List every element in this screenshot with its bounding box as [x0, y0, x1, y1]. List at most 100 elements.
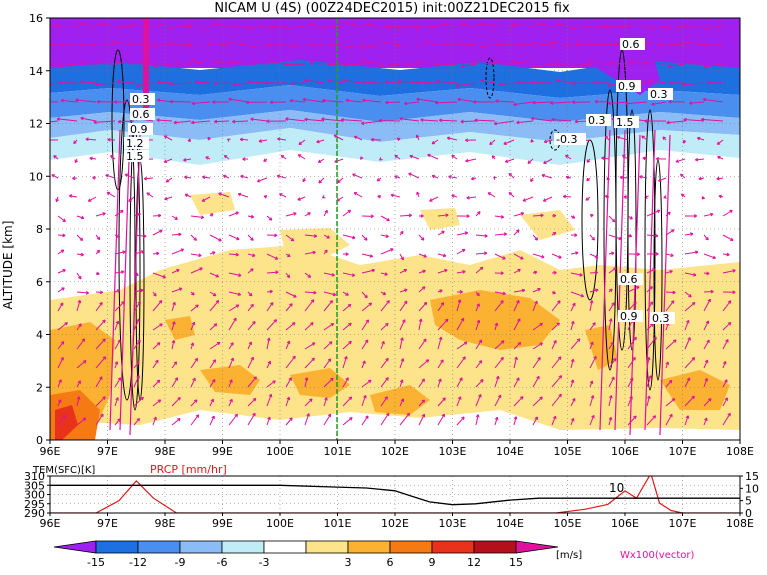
contour-labels: 0.30.60.91.21.5-0.30.30.60.91.50.30.60.9… — [124, 38, 675, 325]
tem-tick-label: 290 — [24, 507, 45, 520]
precip-line — [50, 476, 740, 513]
y-axis: 0 2 4 6 8 10 12 14 16 — [29, 12, 50, 447]
surface-x-tick-label: 107E — [669, 517, 697, 530]
x-tick-label: 103E — [439, 445, 467, 458]
colorbar-segment — [221, 540, 265, 554]
contour-label: 0.6 — [622, 38, 640, 51]
tem-tick-label: 305 — [24, 479, 45, 492]
contour-label: 0.6 — [132, 108, 150, 121]
contour-label: 0.9 — [618, 80, 636, 93]
colorbar-segment — [263, 540, 307, 554]
contour-label: 0.9 — [620, 310, 638, 323]
contour-label: 1.2 — [126, 137, 144, 150]
y-tick-label: 12 — [29, 118, 43, 131]
band-plus6 — [430, 290, 560, 350]
x-tick-label: 105E — [554, 445, 582, 458]
colorbar-label: 12 — [467, 556, 481, 569]
colorbar-segment — [53, 540, 97, 554]
surface-x-tick-label: 96E — [40, 517, 61, 530]
surface-x-tick-label: 100E — [266, 517, 294, 530]
colorbar-label: -12 — [129, 556, 147, 569]
x-tick-label: 96E — [40, 445, 61, 458]
y-tick-label: 0 — [36, 434, 43, 447]
colorbar-segment — [305, 540, 349, 554]
x-tick-label: 108E — [726, 445, 754, 458]
y-tick-label: 4 — [36, 329, 43, 342]
x-axis: 96E 97E 98E 99E 100E 101E 102E 103E 104E 105E 106E… — [40, 440, 754, 458]
surface-x-tick-label: 102E — [381, 517, 409, 530]
surface-x-tick-label: 98E — [155, 517, 176, 530]
surface-x-tick-label: 106E — [611, 517, 639, 530]
contour-label: 0.3 — [132, 93, 150, 106]
y-tick-label: 14 — [29, 65, 43, 78]
prcp-tick-label: 0 — [745, 507, 752, 520]
surface-x-tick-label: 99E — [212, 517, 233, 530]
inline-contour-label: 10 — [609, 481, 624, 495]
tem-tick-label: 295 — [24, 498, 45, 511]
x-tick-label: 104E — [496, 445, 524, 458]
prcp-tick-label: 10 — [745, 482, 759, 495]
colorbar-segment — [431, 540, 475, 554]
temperature-line — [50, 484, 740, 506]
vector-scale-label: Wx100(vector) — [620, 550, 695, 561]
colorbar-label: 9 — [429, 556, 436, 569]
colorbar-segment — [473, 540, 517, 554]
y-tick-label: 16 — [29, 12, 43, 25]
colorbar-label: 3 — [345, 556, 352, 569]
colorbar-label: -9 — [175, 556, 186, 569]
surface-x-tick-label: 105E — [554, 517, 582, 530]
surface-x-tick-label: 108E — [726, 517, 754, 530]
x-tick-label: 99E — [212, 445, 233, 458]
surface-x-axis: 96E 97E 98E 99E 100E 101E 102E 103E 104E 105E 106E… — [40, 513, 754, 530]
x-tick-label: 107E — [669, 445, 697, 458]
surface-x-tick-label: 101E — [324, 517, 352, 530]
colorbar-segment — [179, 540, 223, 554]
surface-panel: TEM(SFC)[K] PRCP [mm/hr] 10 310305300295… — [24, 463, 759, 530]
chart-title: NICAM U (4S) (00Z24DEC2015) init:00Z21DE… — [214, 1, 570, 16]
colorbar-segment — [347, 540, 391, 554]
wind-vectors — [50, 21, 736, 436]
colorbar-segment — [137, 540, 181, 554]
y-axis-label: ALTITUDE [km] — [1, 221, 15, 310]
y-tick-label: 6 — [36, 276, 43, 289]
colorbar-segment — [515, 540, 559, 554]
y-tick-label: 2 — [36, 381, 43, 394]
prcp-label: PRCP [mm/hr] — [150, 463, 227, 476]
surface-x-tick-label: 103E — [439, 517, 467, 530]
x-tick-label: 97E — [97, 445, 118, 458]
surface-x-tick-label: 97E — [97, 517, 118, 530]
tem-label: TEM(SFC)[K] — [32, 465, 95, 476]
contour-label: 0.3 — [588, 114, 606, 127]
tem-tick-label: 300 — [24, 489, 45, 502]
tem-tick-label: 310 — [24, 470, 45, 483]
colorbar-unit: [m/s] — [556, 550, 582, 561]
contour-label: 0.9 — [130, 123, 148, 136]
contour-label: 1.5 — [126, 150, 144, 163]
colorbar-label: -6 — [217, 556, 228, 569]
x-tick-label: 106E — [611, 445, 639, 458]
x-tick-label: 102E — [381, 445, 409, 458]
x-tick-label: 101E — [324, 445, 352, 458]
contour-label: -0.3 — [556, 133, 577, 146]
prcp-tick-label: 15 — [745, 470, 759, 483]
y-tick-label: 10 — [29, 170, 43, 183]
main-panel: 0.30.60.91.21.5-0.30.30.60.91.50.30.60.9… — [1, 12, 754, 458]
contour-label: 0.3 — [652, 312, 670, 325]
contour-label: 1.5 — [616, 116, 634, 129]
colorbar: -15 -12 -9 -6 -3 3 6 9 12 15 [m/s] Wx100(vector) — [53, 540, 695, 569]
shaded-field — [50, 18, 740, 440]
colorbar-label: 15 — [509, 556, 523, 569]
colorbar-segment — [389, 540, 433, 554]
y-tick-label: 8 — [36, 223, 43, 236]
colorbar-label: -3 — [259, 556, 270, 569]
colorbar-label: -15 — [87, 556, 105, 569]
contour-label: 0.6 — [620, 273, 638, 286]
colorbar-segment — [95, 540, 139, 554]
colorbar-label: 6 — [387, 556, 394, 569]
contour-label: 0.3 — [650, 88, 668, 101]
x-tick-label: 98E — [155, 445, 176, 458]
prcp-tick-label: 5 — [745, 495, 752, 508]
